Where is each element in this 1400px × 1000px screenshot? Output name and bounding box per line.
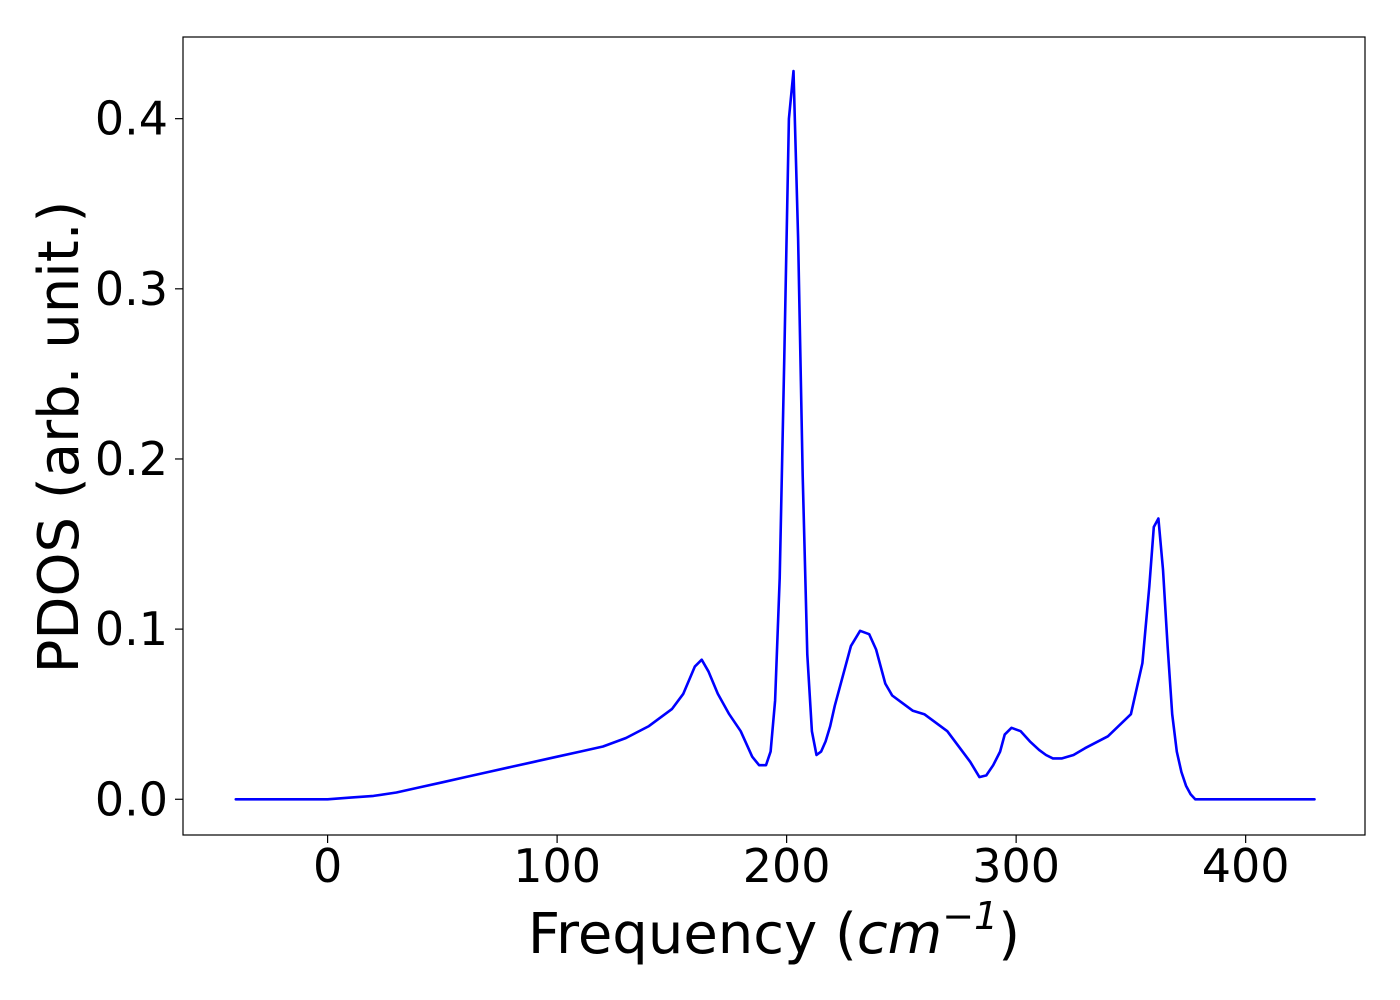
series-layer: [234, 69, 1316, 801]
pdos-line: [234, 69, 1316, 801]
plot-area: [182, 36, 1366, 836]
x-tick-label: 300: [972, 839, 1060, 893]
x-tick-label: 100: [513, 839, 601, 893]
x-tick-label: 400: [1202, 839, 1290, 893]
x-axis-label: Frequency (cm−1): [528, 894, 1020, 967]
y-axis-ticks: 0.0 0.1 0.2 0.3 0.4: [95, 92, 183, 826]
x-axis-ticks: 0 100 200 300 400: [313, 835, 1290, 893]
y-tick-label: 0.4: [95, 92, 168, 146]
x-tick-label: 200: [743, 839, 831, 893]
y-axis-label: PDOS (arb. unit.): [27, 201, 92, 674]
y-tick-label: 0.3: [95, 262, 168, 316]
y-tick-label: 0.2: [95, 432, 168, 486]
plot-frame: [182, 36, 1366, 836]
y-tick-label: 0.0: [95, 772, 168, 826]
y-tick-label: 0.1: [95, 602, 168, 656]
x-tick-label: 0: [313, 839, 342, 893]
